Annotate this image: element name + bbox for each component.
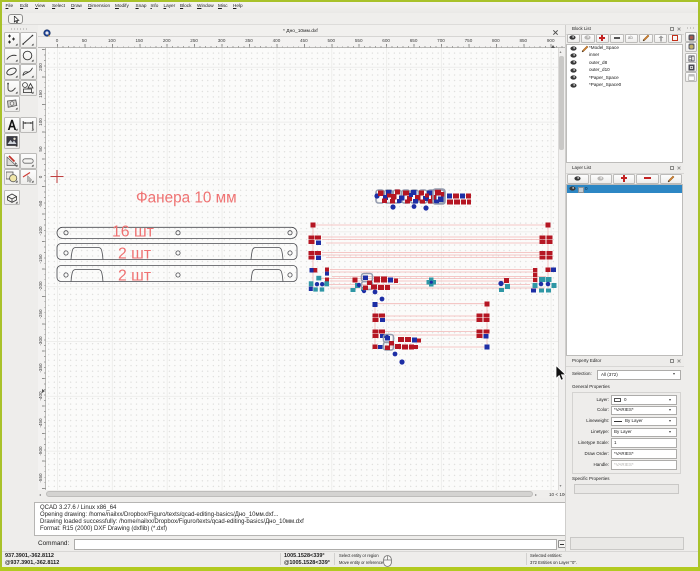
svg-text:Фанера 10 мм: Фанера 10 мм <box>136 190 237 207</box>
svg-text:16 шт: 16 шт <box>112 224 154 241</box>
svg-text:2 шт: 2 шт <box>118 246 151 263</box>
svg-text:2 шт: 2 шт <box>118 268 151 285</box>
